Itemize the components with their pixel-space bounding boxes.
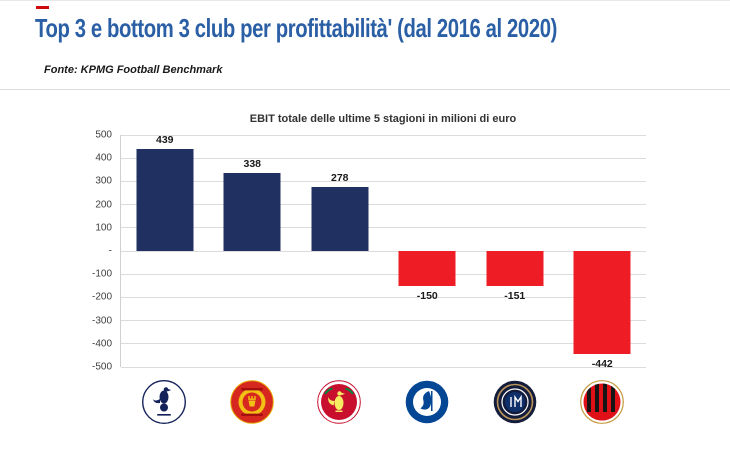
gridline [121, 157, 646, 159]
y-tick-label: 100 [95, 222, 112, 234]
gridline [121, 296, 646, 298]
chart-title: EBIT totale delle ultime 5 stagioni in m… [249, 113, 517, 125]
bar-column: 338 [209, 135, 297, 367]
positive-bar [136, 149, 194, 251]
y-tick-label: 400 [95, 152, 112, 164]
bar-value-label: 278 [330, 171, 349, 184]
negative-bar [398, 251, 456, 286]
gridlines [121, 134, 646, 368]
positive-bar [311, 186, 369, 251]
plot-area: 439 338 278 -150 -151 -442 [120, 134, 647, 370]
gridline [121, 204, 646, 206]
bar-chart: EBIT totale delle ultime 5 stagioni in m… [74, 113, 646, 425]
y-tick-label: 200 [95, 199, 112, 211]
gridline [121, 180, 646, 182]
bar-value-label: -151 [504, 290, 526, 303]
gridline [121, 343, 646, 345]
inter-logo-icon [493, 380, 536, 424]
logo-col [295, 379, 383, 425]
plot-row: 500 400 300 200 100 - -100 -200 -300 -400 -500 439… [74, 130, 647, 373]
source-note: Fonte: KPMG Football Benchmark [44, 64, 223, 76]
bar-column: -442 [559, 135, 647, 370]
bar-column: -151 [471, 135, 559, 367]
bar-column: -150 [384, 135, 472, 367]
red-accent-mark [36, 6, 49, 9]
y-tick-label: -100 [91, 268, 112, 280]
bar-column: 278 [296, 135, 384, 367]
club-logos [120, 379, 646, 425]
bar-column: 439 [121, 134, 209, 367]
y-axis: 500 400 300 200 100 - -100 -200 -300 -400 -500 [74, 130, 120, 373]
bar-value-label: 338 [243, 157, 262, 170]
ac-milan-logo-icon [580, 380, 625, 424]
y-tick-label: 300 [95, 175, 112, 187]
gridline [121, 227, 646, 229]
page-title: Top 3 e bottom 3 club per profittabilità… [35, 13, 557, 43]
gridline [121, 250, 646, 252]
logo-col [471, 379, 559, 425]
bar-value-label: -150 [416, 289, 438, 302]
y-tick-label: -200 [91, 291, 112, 303]
tottenham-hotspur-logo-icon [141, 380, 186, 424]
y-tick-label: -300 [91, 315, 112, 327]
logo-col [208, 379, 296, 425]
bar-value-label: 439 [155, 134, 174, 147]
positive-bar [223, 172, 281, 251]
manchester-united-logo-icon [229, 380, 274, 424]
gridline [121, 366, 646, 368]
gridline [121, 273, 646, 275]
bars: 439 338 278 -150 -151 -442 [121, 134, 647, 370]
negative-bar [486, 251, 544, 287]
header-divider [0, 89, 730, 90]
logos-axis-spacer [74, 379, 120, 425]
bar-value-label: -442 [591, 357, 613, 370]
y-tick-label: -500 [91, 361, 112, 373]
chelsea-logo-icon [405, 380, 449, 424]
gridline [121, 134, 646, 136]
y-tick-label: - [108, 245, 112, 257]
logo-col [383, 379, 471, 425]
y-tick-label: -400 [91, 338, 112, 350]
logo-col [558, 379, 646, 425]
negative-bar [573, 251, 631, 354]
y-tick-label: 500 [95, 129, 112, 141]
logo-col [120, 379, 208, 425]
liverpool-logo-icon [317, 380, 361, 424]
gridline [121, 320, 646, 322]
club-logos-row [74, 379, 646, 425]
